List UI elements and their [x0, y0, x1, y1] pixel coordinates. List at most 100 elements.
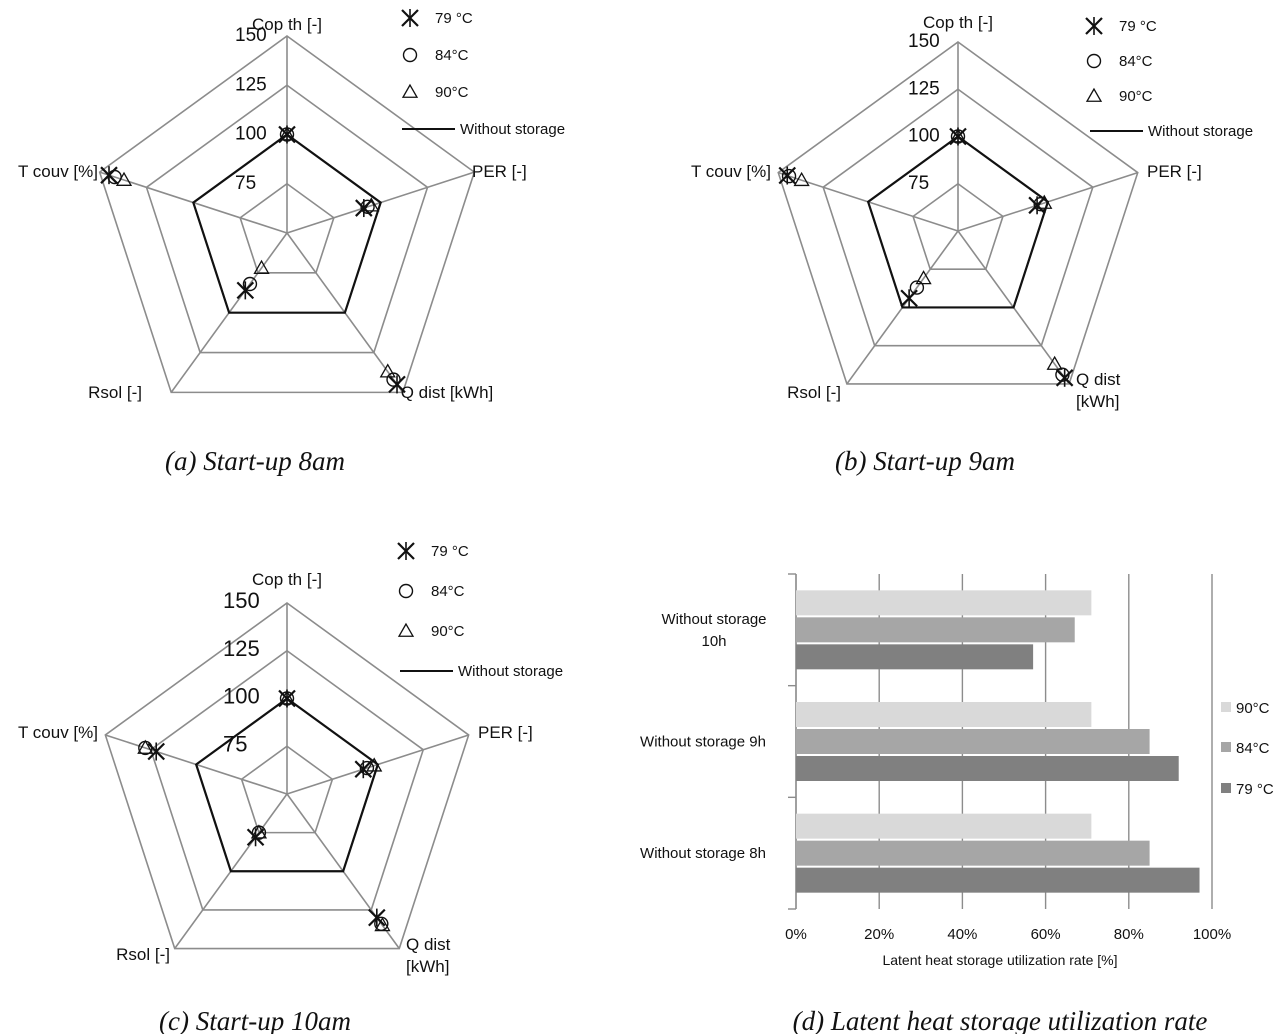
chart-caption: (a) Start-up 8am — [165, 446, 345, 476]
radar-axis-label: Q dist [kWh] — [401, 383, 494, 402]
radar-axis-label: T couv [%] — [691, 162, 771, 181]
marker-triangle — [253, 259, 270, 274]
series-line-without-storage — [192, 133, 382, 314]
marker-triangle — [374, 917, 391, 932]
marker-circle — [1055, 367, 1070, 382]
marker-circle — [1033, 196, 1048, 212]
radar-axis-label: Q dist — [406, 935, 451, 954]
legend-marker-triangle — [397, 622, 415, 637]
bar-x-tick-label: 100% — [1193, 926, 1231, 943]
chart-caption: (b) Start-up 9am — [835, 446, 1015, 476]
radar-tick-label: 75 — [235, 173, 256, 194]
radar-tick-label: 150 — [908, 31, 940, 52]
radar-axis-label: Cop th [-] — [923, 13, 993, 32]
radar-grid-ring — [145, 84, 429, 354]
marker-triangle — [115, 171, 133, 186]
legend-label: 79 °C — [431, 543, 469, 560]
bar-category-label: Without storage 9h — [640, 734, 766, 751]
radar-tick-label: 125 — [223, 636, 260, 661]
bar-x-tick-label: 80% — [1114, 926, 1144, 943]
bar — [796, 617, 1075, 643]
marker-circle — [781, 168, 797, 184]
marker-triangle — [278, 690, 296, 705]
legend-marker-triangle — [401, 83, 419, 98]
radar-axis-label: T couv [%] — [18, 162, 98, 181]
marker-triangle — [137, 739, 154, 754]
radar-axis-label: Rsol [-] — [787, 383, 841, 402]
chart-caption: (c) Start-up 10am — [159, 1006, 351, 1034]
legend-label: 90°C — [1119, 88, 1153, 105]
marker-circle — [909, 280, 925, 295]
radar-tick-label: 125 — [908, 78, 940, 99]
radar-axis-label: Rsol [-] — [116, 945, 170, 964]
radar-axis-label: Rsol [-] — [88, 383, 142, 402]
legend-label: 90°C — [431, 623, 465, 640]
series-line-without-storage — [194, 697, 380, 873]
legend-label: 90°C — [435, 84, 469, 101]
radar-axis-label: [kWh] — [406, 957, 449, 976]
radar-axis-label: Cop th [-] — [252, 570, 322, 589]
radar-grid-ring — [912, 182, 1004, 271]
marker-triangle — [278, 126, 296, 141]
bar — [796, 702, 1092, 727]
radar-tick-label: 150 — [235, 25, 267, 46]
bar — [796, 590, 1092, 616]
bar-chart-3: Without storage 8h Without storage 9h With… — [640, 573, 1274, 1034]
legend-label: Without storage — [1148, 123, 1253, 140]
bar — [796, 756, 1179, 781]
marker-triangle — [366, 757, 383, 772]
marker-triangle — [1036, 194, 1053, 209]
legend-marker-circle — [1086, 53, 1102, 69]
radar-grid-ring — [98, 35, 476, 394]
radar-axis-label: Q dist — [1076, 370, 1121, 389]
marker-triangle — [949, 128, 967, 143]
bar-legend-swatch — [1221, 783, 1231, 793]
bar-x-tick-label: 60% — [1031, 926, 1061, 943]
radar-grid-ring — [240, 745, 334, 834]
legend-label: 79 °C — [435, 10, 473, 27]
radar-tick-label: 100 — [908, 126, 940, 147]
bar-category-label: 10h — [701, 633, 726, 650]
legend-label: 84°C — [1119, 53, 1153, 70]
bar-legend-swatch — [1221, 702, 1231, 712]
radar-tick-label: 100 — [235, 124, 267, 145]
bar-category-label: Without storage — [661, 611, 766, 628]
bar-x-tick-label: 20% — [864, 926, 894, 943]
bar-legend-label: 90°C — [1236, 700, 1270, 717]
legend-label: 79 °C — [1119, 18, 1157, 35]
legend-label: Without storage — [458, 663, 563, 680]
legend-marker-circle — [398, 583, 414, 599]
radar-grid-ring — [149, 649, 425, 911]
bar-x-tick-label: 40% — [947, 926, 977, 943]
bar — [796, 840, 1150, 866]
radar-axis-label: PER [-] — [472, 162, 527, 181]
radar-tick-label: 100 — [223, 684, 260, 709]
marker-circle — [242, 276, 258, 292]
bar — [796, 813, 1092, 839]
marker-triangle — [363, 197, 380, 212]
bar-x-tick-label: 0% — [785, 926, 807, 943]
bar-legend-label: 79 °C — [1236, 781, 1274, 798]
radar-grid-ring — [104, 602, 470, 950]
legend-marker-triangle — [1085, 87, 1103, 102]
legend-marker-circle — [402, 47, 418, 63]
marker-circle — [359, 760, 375, 776]
radar-axis-label: PER [-] — [478, 723, 533, 742]
bar — [796, 867, 1200, 893]
bar — [796, 644, 1034, 670]
radar-grid-ring — [239, 182, 335, 274]
marker-triangle — [915, 270, 932, 285]
legend-label: Without storage — [460, 121, 565, 138]
bar-legend-swatch — [1221, 742, 1231, 752]
radar-axis-label: T couv [%] — [18, 723, 98, 742]
radar-grid-ring — [777, 41, 1139, 385]
radar-axis-label: PER [-] — [1147, 162, 1202, 181]
marker-triangle — [379, 363, 396, 378]
marker-triangle — [250, 824, 268, 839]
radar-tick-label: 150 — [223, 588, 260, 613]
marker-circle — [386, 372, 401, 387]
bar — [796, 729, 1150, 754]
